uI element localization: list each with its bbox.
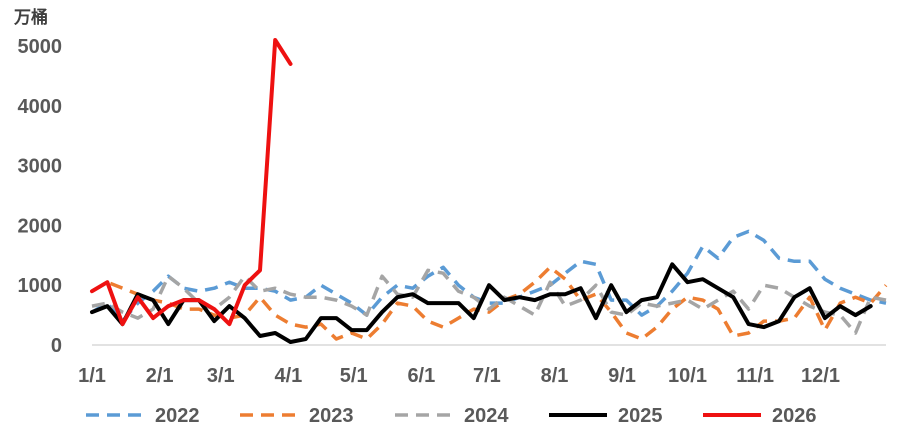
legend-label-2024: 2024	[464, 405, 509, 427]
y-tick-label: 4000	[18, 96, 63, 118]
series-lines	[90, 38, 888, 344]
legend-label-2023: 2023	[309, 405, 354, 427]
x-tick-label: 10/1	[668, 365, 707, 387]
x-tick-label: 9/1	[608, 365, 636, 387]
series-line-2023	[91, 265, 888, 341]
y-tick-label: 3000	[18, 156, 63, 178]
x-tick-label: 1/1	[78, 365, 106, 387]
y-axis-unit-label: 万桶	[13, 7, 48, 28]
x-tick-label: 6/1	[407, 365, 435, 387]
legend-label-2022: 2022	[155, 405, 200, 427]
x-tick-label: 3/1	[207, 365, 235, 387]
x-axis-ticks: 1/1 2/1 3/1 4/1 5/1 6/1 7/1 8/1 9/1 10/1 11/1 12/1	[78, 365, 840, 387]
series-line-2024	[91, 268, 887, 335]
x-tick-label: 2/1	[146, 365, 174, 387]
x-tick-label: 5/1	[340, 365, 368, 387]
x-tick-label: 11/1	[736, 365, 774, 387]
series-line-2025	[90, 262, 873, 344]
y-tick-label: 0	[51, 335, 62, 357]
y-tick-label: 2000	[18, 215, 63, 237]
x-tick-label: 12/1	[801, 365, 840, 387]
y-tick-label: 5000	[18, 36, 63, 58]
x-tick-label: 4/1	[274, 365, 302, 387]
legend-label-2026: 2026	[772, 405, 817, 427]
x-tick-label: 8/1	[541, 365, 569, 387]
legend-label-2025: 2025	[618, 405, 663, 427]
legend: 2022 2023 2024 2025 2026	[86, 405, 817, 427]
y-tick-label: 1000	[18, 275, 63, 297]
series-line-2026	[90, 38, 293, 327]
y-axis-ticks: 0 1000 2000 3000 4000 5000	[18, 36, 63, 357]
x-tick-label: 7/1	[473, 365, 501, 387]
